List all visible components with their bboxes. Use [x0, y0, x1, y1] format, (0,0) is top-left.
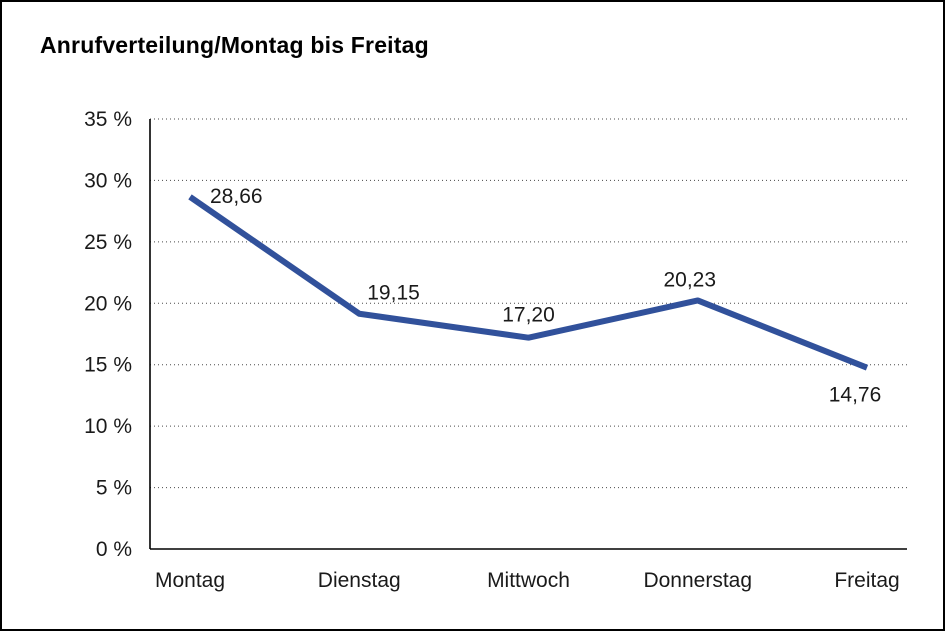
y-tick-label: 5 %	[96, 477, 132, 500]
value-label: 19,15	[367, 282, 420, 305]
x-tick-label: Donnerstag	[643, 569, 752, 592]
value-label: 17,20	[502, 304, 555, 327]
x-tick-label: Freitag	[834, 569, 899, 592]
y-tick-label: 0 %	[96, 538, 132, 561]
value-label: 20,23	[663, 268, 716, 291]
x-tick-label: Mittwoch	[487, 569, 570, 592]
y-tick-label: 15 %	[84, 354, 132, 377]
x-tick-label: Dienstag	[318, 569, 401, 592]
y-tick-label: 20 %	[84, 292, 132, 315]
y-tick-label: 10 %	[84, 415, 132, 438]
x-tick-label: Montag	[155, 569, 225, 592]
y-tick-label: 25 %	[84, 231, 132, 254]
y-tick-label: 30 %	[84, 169, 132, 192]
value-label: 28,66	[210, 185, 263, 208]
chart-title: Anrufverteilung/Montag bis Freitag	[40, 32, 429, 58]
y-tick-label: 35 %	[84, 108, 132, 131]
value-label: 14,76	[829, 384, 882, 407]
data-line	[188, 194, 869, 371]
